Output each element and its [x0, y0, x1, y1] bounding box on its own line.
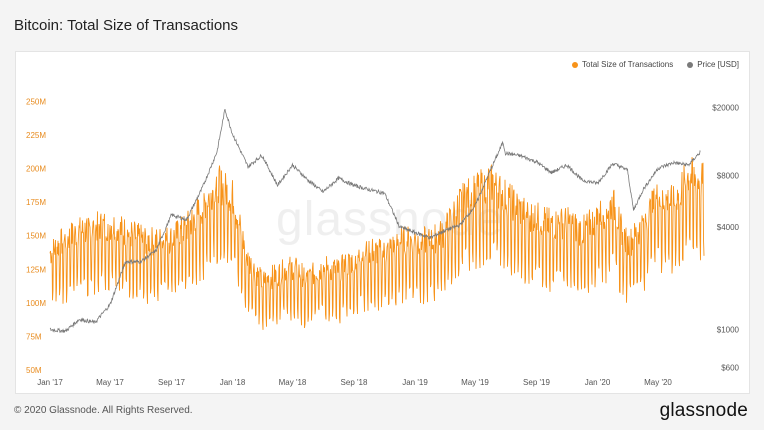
x-axis-tick-label: Jan '18 — [220, 378, 246, 387]
legend: Total Size of Transactions Price [USD] — [572, 60, 739, 69]
x-axis-tick-label: May '19 — [461, 378, 489, 387]
left-axis-tick-label: 200M — [26, 165, 46, 174]
left-axis-tick-label: 100M — [26, 299, 46, 308]
legend-dot-size — [572, 61, 579, 68]
x-axis-tick-label: Sep '18 — [341, 378, 368, 387]
left-axis-tick-label: 250M — [26, 97, 46, 106]
chart-title: Bitcoin: Total Size of Transactions — [14, 17, 239, 34]
copyright: © 2020 Glassnode. All Rights Reserved. — [14, 405, 193, 416]
right-axis-tick-label: $20000 — [712, 103, 739, 112]
legend-item-size[interactable]: Total Size of Transactions — [572, 60, 673, 69]
x-axis-tick-label: May '20 — [644, 378, 672, 387]
right-axis-tick-label: $1000 — [717, 326, 740, 335]
right-axis-tick-label: $600 — [721, 363, 739, 372]
right-axis-tick-label: $8000 — [717, 171, 740, 180]
chart-svg: 50M 75M 100M 125M 150M 175M 200M 225M 250M $600 $1… — [26, 97, 740, 387]
x-axis-tick-label: Sep '19 — [523, 378, 550, 387]
left-axis-tick-label: 175M — [26, 198, 46, 207]
left-axis-tick-label: 75M — [26, 332, 42, 341]
legend-dot-price — [687, 61, 694, 68]
left-axis-tick-label: 125M — [26, 265, 46, 274]
left-axis-tick-label: 150M — [26, 232, 46, 241]
x-axis-tick-label: Sep '17 — [158, 378, 185, 387]
x-axis-tick-label: Jan '17 — [37, 378, 63, 387]
left-axis-tick-label: 50M — [26, 366, 42, 375]
right-axis-tick-label: $4000 — [717, 223, 740, 232]
left-axis-tick-label: 225M — [26, 131, 46, 140]
legend-label-size: Total Size of Transactions — [582, 60, 674, 69]
x-axis-tick-label: May '17 — [96, 378, 124, 387]
legend-label-price: Price [USD] — [697, 60, 739, 69]
chart-panel: glassnode 50M 75M 100M 125M 150M 175M 200M 225M… — [15, 51, 750, 394]
glassnode-logo[interactable]: glassnode — [659, 400, 748, 421]
x-axis-tick-label: Jan '19 — [402, 378, 428, 387]
series-line-price — [49, 108, 701, 334]
x-axis-tick-label: May '18 — [279, 378, 307, 387]
series-line-total-size — [49, 157, 705, 330]
legend-item-price[interactable]: Price [USD] — [687, 60, 739, 69]
x-axis-tick-label: Jan '20 — [585, 378, 611, 387]
